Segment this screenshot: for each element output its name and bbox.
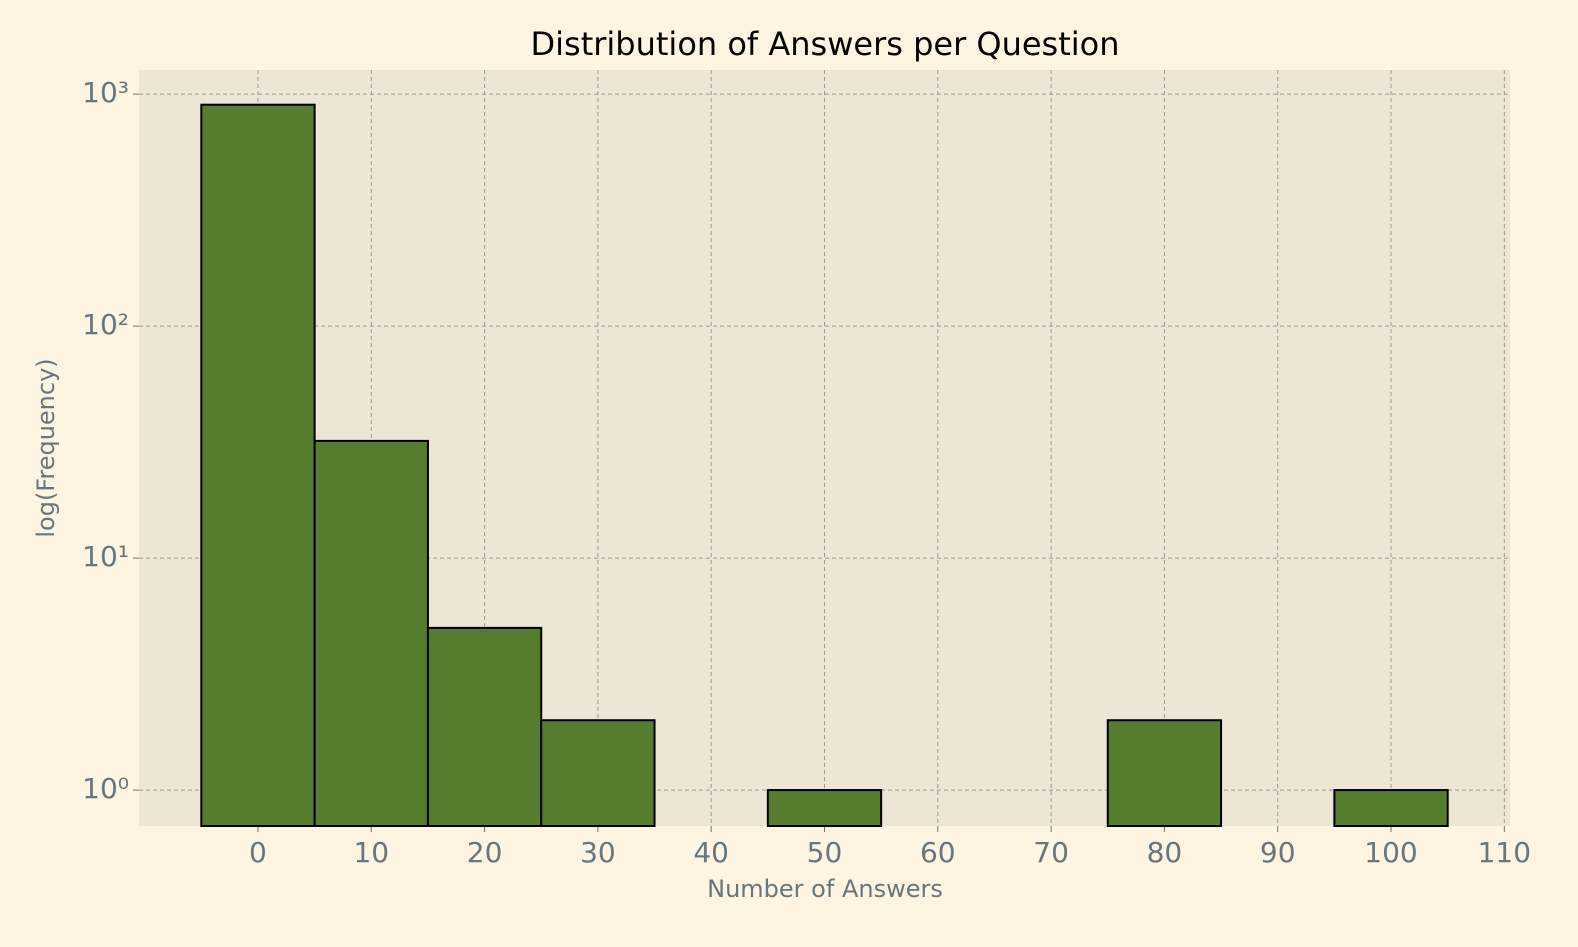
x-tick-label: 30 [580, 836, 616, 869]
bar [200, 103, 316, 828]
bar [1333, 789, 1449, 827]
x-tick-label: 10 [353, 836, 389, 869]
y-tick-label: 10⁰ [82, 772, 129, 805]
y-axis-label: log(Frequency) [32, 358, 60, 537]
x-tick-label: 0 [249, 836, 267, 869]
x-tick-label: 90 [1260, 836, 1296, 869]
x-tick-label: 50 [807, 836, 843, 869]
x-tick-label: 110 [1478, 836, 1531, 869]
bar [766, 789, 883, 827]
x-tick-label: 20 [467, 836, 503, 869]
y-tick-label: 10² [82, 308, 129, 341]
y-tick-label: 10¹ [82, 540, 129, 573]
bar [540, 719, 656, 828]
x-tick-label: 60 [920, 836, 956, 869]
x-tick-label: 40 [693, 836, 729, 869]
bar [1106, 719, 1223, 828]
chart-title: Distribution of Answers per Question [530, 25, 1119, 63]
bar [313, 439, 429, 827]
y-tick-label: 10³ [82, 76, 129, 109]
bar [426, 626, 543, 827]
x-tick-label: 70 [1033, 836, 1069, 869]
x-axis-label: Number of Answers [707, 875, 943, 903]
x-tick-label: 80 [1147, 836, 1183, 869]
x-tick-label: 100 [1364, 836, 1417, 869]
